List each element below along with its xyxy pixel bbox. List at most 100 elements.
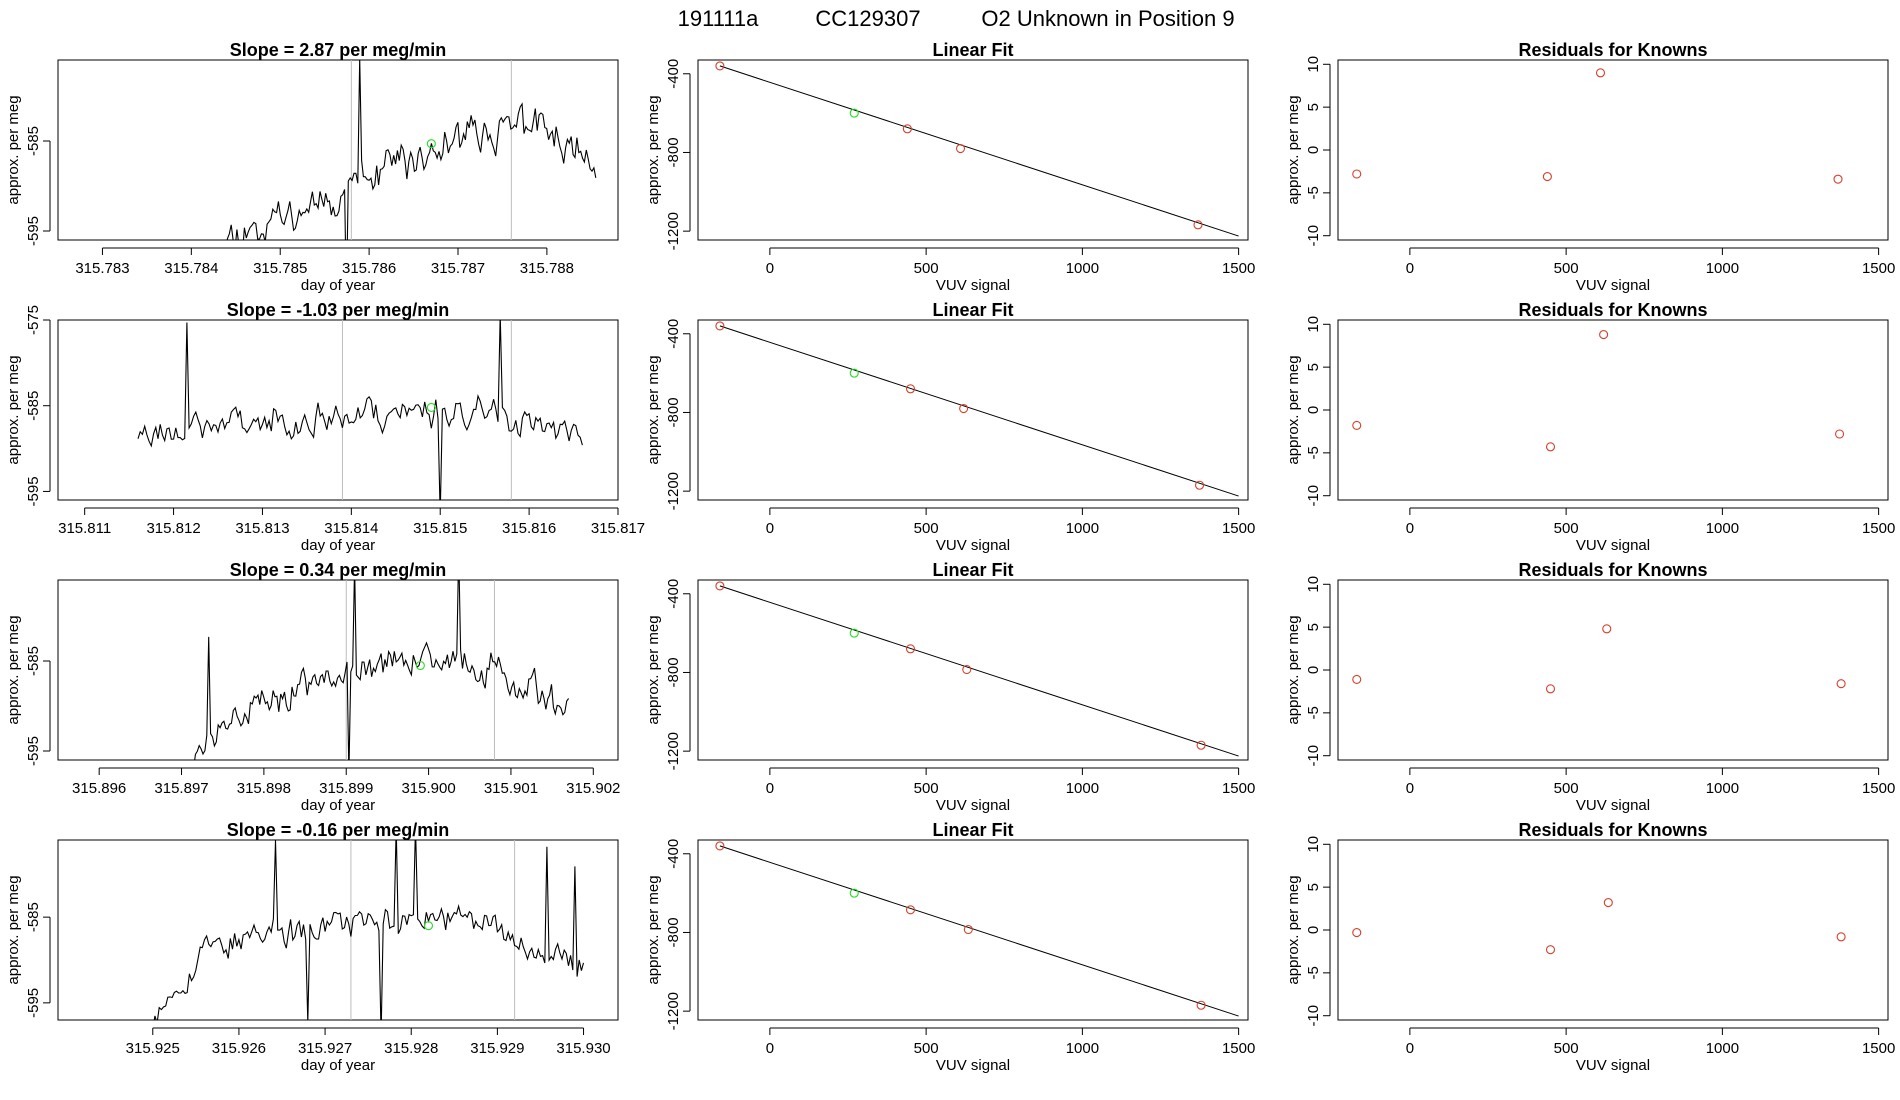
timeseries-frame bbox=[57, 319, 619, 501]
residuals-x-tick-label: 0 bbox=[1406, 780, 1414, 797]
residuals-y-axis-label: approx. per meg bbox=[1285, 95, 1302, 204]
residuals-panel-row-2: Residuals for Knowns 0 500 1000 1500 VUV sign… bbox=[1285, 300, 1895, 554]
residual-point bbox=[1545, 945, 1556, 955]
timeseries-title: Slope = 0.34 per meg/min bbox=[230, 560, 447, 580]
fit-x-tick-label: 500 bbox=[914, 1040, 939, 1057]
residuals-y-tick-label: 0 bbox=[1305, 146, 1322, 154]
timeseries-y-tick-label: -585 bbox=[25, 902, 42, 932]
residuals-y-tick-label: 10 bbox=[1305, 576, 1322, 593]
residuals-x-tick-label: 500 bbox=[1554, 520, 1579, 537]
fit-regression-line bbox=[719, 325, 1239, 497]
residuals-y-tick-label: -10 bbox=[1305, 485, 1322, 507]
timeseries-plot-area bbox=[153, 840, 585, 1020]
residuals-y-tick-label: -10 bbox=[1305, 745, 1322, 767]
fit-unknown-point bbox=[849, 368, 859, 378]
timeseries-frame bbox=[57, 59, 619, 241]
fit-unknown-point bbox=[849, 108, 859, 118]
timeseries-x-tick-label: 315.784 bbox=[164, 260, 218, 277]
timeseries-x-tick-label: 315.927 bbox=[298, 1040, 352, 1057]
fit-known-point bbox=[715, 321, 725, 331]
timeseries-signal-line bbox=[226, 60, 597, 240]
fit-title: Linear Fit bbox=[932, 820, 1013, 840]
fit-known-point bbox=[962, 664, 972, 675]
residual-point bbox=[1542, 172, 1552, 182]
residual-point bbox=[1352, 420, 1362, 430]
residual-point bbox=[1352, 928, 1362, 938]
residuals-x-tick-label: 0 bbox=[1406, 520, 1414, 537]
residuals-y-tick-label: 5 bbox=[1305, 103, 1322, 111]
timeseries-x-tick-label: 315.815 bbox=[413, 520, 467, 537]
timeseries-plot-area bbox=[226, 60, 597, 240]
timeseries-y-tick-label: -585 bbox=[25, 391, 42, 421]
timeseries-x-tick-label: 315.785 bbox=[253, 260, 307, 277]
timeseries-x-tick-label: 315.901 bbox=[484, 780, 538, 797]
timeseries-x-tick-label: 315.897 bbox=[154, 780, 208, 797]
fit-title: Linear Fit bbox=[932, 560, 1013, 580]
timeseries-panel-row-3: Slope = 0.34 per meg/min 315.896 315.897 31… bbox=[5, 560, 620, 814]
residuals-x-axis-label: VUV signal bbox=[1576, 1057, 1650, 1074]
residuals-frame bbox=[1337, 839, 1889, 1021]
fit-known-point bbox=[959, 403, 969, 414]
fit-x-tick-label: 1500 bbox=[1222, 260, 1255, 277]
timeseries-plot-area bbox=[137, 320, 583, 500]
residual-point bbox=[1833, 174, 1843, 184]
residual-point bbox=[1835, 429, 1845, 439]
residuals-panel-row-1: Residuals for Knowns 0 500 1000 1500 VUV sign… bbox=[1285, 40, 1895, 294]
residual-point bbox=[1352, 674, 1362, 684]
residuals-y-tick-label: 0 bbox=[1305, 666, 1322, 674]
fit-frame bbox=[697, 839, 1249, 1021]
residuals-frame bbox=[1337, 319, 1889, 501]
residuals-title: Residuals for Knowns bbox=[1518, 40, 1707, 60]
residuals-y-tick-label: 10 bbox=[1305, 56, 1322, 73]
residuals-x-tick-label: 500 bbox=[1554, 1040, 1579, 1057]
timeseries-y-axis-label: approx. per meg bbox=[5, 875, 22, 984]
fit-y-tick-label: -400 bbox=[665, 319, 682, 349]
residuals-x-tick-label: 1500 bbox=[1862, 520, 1895, 537]
residuals-y-tick-label: 5 bbox=[1305, 883, 1322, 891]
residual-point bbox=[1599, 330, 1609, 340]
fit-x-tick-label: 500 bbox=[914, 780, 939, 797]
fit-y-axis-label: approx. per meg bbox=[645, 615, 662, 724]
timeseries-title: Slope = -1.03 per meg/min bbox=[227, 300, 450, 320]
residuals-x-tick-label: 500 bbox=[1554, 260, 1579, 277]
residuals-y-tick-label: -10 bbox=[1305, 225, 1322, 247]
residuals-x-tick-label: 1500 bbox=[1862, 260, 1895, 277]
timeseries-x-tick-label: 315.814 bbox=[324, 520, 378, 537]
timeseries-frame bbox=[57, 839, 619, 1021]
fit-y-tick-label: -1200 bbox=[665, 472, 682, 510]
main-title-description: O2 Unknown in Position 9 bbox=[981, 6, 1234, 31]
timeseries-panel-row-4: Slope = -0.16 per meg/min 315.925 315.926 3… bbox=[5, 820, 619, 1074]
fit-y-axis-label: approx. per meg bbox=[645, 95, 662, 204]
residuals-y-axis-label: approx. per meg bbox=[1285, 355, 1302, 464]
timeseries-x-axis-label: day of year bbox=[301, 1057, 375, 1074]
residuals-x-tick-label: 1500 bbox=[1862, 780, 1895, 797]
timeseries-x-tick-label: 315.929 bbox=[470, 1040, 524, 1057]
fit-regression-line bbox=[719, 65, 1239, 237]
fit-x-axis-label: VUV signal bbox=[936, 1057, 1010, 1074]
fit-x-tick-label: 1000 bbox=[1066, 1040, 1099, 1057]
main-title-run-id: 191111a bbox=[678, 6, 760, 31]
timeseries-mean-point bbox=[426, 139, 436, 149]
residuals-frame bbox=[1337, 59, 1889, 241]
timeseries-title: Slope = -0.16 per meg/min bbox=[227, 820, 450, 840]
residuals-title: Residuals for Knowns bbox=[1518, 820, 1707, 840]
timeseries-x-tick-label: 315.902 bbox=[566, 780, 620, 797]
residuals-frame bbox=[1337, 579, 1889, 761]
fit-frame bbox=[697, 59, 1249, 241]
timeseries-x-tick-label: 315.900 bbox=[401, 780, 455, 797]
fit-known-point bbox=[963, 924, 973, 935]
fit-panel-row-1: Linear Fit 0 500 1000 1500 VUV signal -400 -800… bbox=[645, 40, 1255, 294]
fit-x-tick-label: 500 bbox=[914, 260, 939, 277]
fit-known-point bbox=[715, 581, 725, 591]
timeseries-x-tick-label: 315.813 bbox=[235, 520, 289, 537]
fit-x-tick-label: 1000 bbox=[1066, 520, 1099, 537]
timeseries-mean-point bbox=[423, 921, 434, 931]
timeseries-x-tick-label: 315.811 bbox=[58, 520, 111, 537]
residuals-x-tick-label: 1000 bbox=[1706, 260, 1739, 277]
residuals-x-tick-label: 1000 bbox=[1706, 520, 1739, 537]
residuals-x-tick-label: 1500 bbox=[1862, 1040, 1895, 1057]
residuals-x-axis-label: VUV signal bbox=[1576, 277, 1650, 294]
fit-x-axis-label: VUV signal bbox=[936, 277, 1010, 294]
timeseries-signal-line bbox=[137, 320, 583, 500]
